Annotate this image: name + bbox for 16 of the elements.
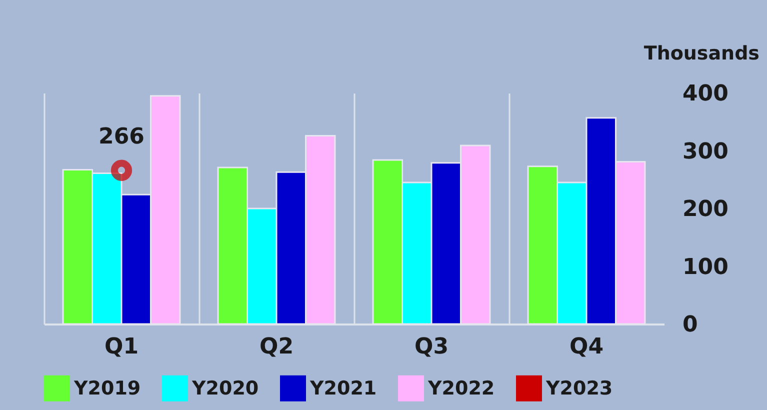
data-label: 266 xyxy=(98,124,144,150)
y-tick-label: 0 xyxy=(682,312,698,338)
x-tick-label: Q3 xyxy=(414,334,449,360)
legend-label: Y2023 xyxy=(545,377,613,400)
y-tick-label: 400 xyxy=(682,82,728,106)
y-tick-label: 100 xyxy=(682,254,728,280)
x-tick-label: Q2 xyxy=(259,334,294,360)
legend-label: Y2020 xyxy=(191,377,259,400)
x-tick-label: Q1 xyxy=(104,334,139,360)
legend-label: Y2022 xyxy=(427,377,495,400)
legend-label: Y2021 xyxy=(309,377,377,400)
y-tick-label: 300 xyxy=(682,139,728,164)
y-tick-label: 200 xyxy=(682,197,728,222)
legend-label: Y2019 xyxy=(73,377,141,400)
y-axis-title: Thousands xyxy=(644,42,760,64)
x-tick-label: Q4 xyxy=(569,334,604,360)
